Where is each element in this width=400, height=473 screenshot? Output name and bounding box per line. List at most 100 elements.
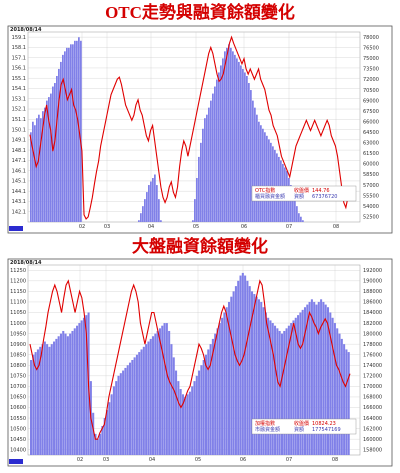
bar <box>128 362 132 455</box>
x-tick-label: 08 <box>333 224 339 230</box>
bar <box>142 346 145 455</box>
bar <box>244 275 247 455</box>
bar <box>142 206 144 222</box>
bar <box>345 349 348 455</box>
bar <box>144 199 146 222</box>
bar <box>122 370 125 455</box>
bar <box>232 291 235 455</box>
bar <box>96 439 99 455</box>
legend-value: 144.76 <box>312 188 330 194</box>
date-label: 2018/08/14 <box>10 260 42 266</box>
left-tick-label: 10850 <box>10 352 26 358</box>
bar <box>193 381 196 455</box>
bar <box>308 301 311 455</box>
bar <box>64 51 66 222</box>
bar <box>269 320 272 455</box>
bar <box>234 54 236 223</box>
bar <box>140 349 143 455</box>
right-tick-label: 188000 <box>363 289 382 295</box>
left-tick-label: 147.1 <box>12 158 26 164</box>
bar <box>246 75 248 223</box>
bar <box>336 328 339 455</box>
left-tick-label: 152.1 <box>12 107 26 113</box>
bar <box>170 344 173 455</box>
legend-label: 加權指數 <box>255 420 275 427</box>
bar <box>287 325 290 455</box>
x-tick-label: 07 <box>286 457 292 463</box>
bar <box>204 354 208 455</box>
x-tick-label: 07 <box>286 224 292 230</box>
x-tick-label: 02 <box>79 224 85 230</box>
bar <box>207 349 210 455</box>
bar <box>186 394 189 455</box>
bar <box>71 330 74 455</box>
bar <box>78 323 81 455</box>
bar <box>285 328 288 455</box>
left-tick-label: 11250 <box>10 268 26 274</box>
bar <box>200 142 202 222</box>
bar <box>172 357 175 455</box>
line-series <box>29 35 351 220</box>
bar <box>181 394 184 455</box>
bar <box>271 323 274 455</box>
left-tick-label: 10950 <box>10 331 26 337</box>
bar <box>283 330 286 455</box>
bar <box>300 216 302 222</box>
bar <box>242 68 244 222</box>
bar <box>331 317 334 455</box>
bar <box>240 65 242 222</box>
bar <box>297 315 300 455</box>
bar <box>69 333 72 455</box>
bar <box>303 307 307 455</box>
bar <box>135 354 138 455</box>
legend-label: OTC指數 <box>255 187 275 194</box>
right-tick-label: 61500 <box>363 151 379 157</box>
bar <box>70 44 72 222</box>
bar <box>320 299 323 455</box>
bar <box>158 328 161 455</box>
x-tick-label: 08 <box>332 457 338 463</box>
bar <box>204 118 206 222</box>
legend-box <box>251 418 357 435</box>
right-tick-label: 178000 <box>363 342 382 348</box>
left-tick-label: 155.1 <box>12 76 26 82</box>
right-tick-label: 67500 <box>363 109 379 115</box>
left-tick-label: 154.1 <box>12 86 26 92</box>
scroll-indicator <box>9 226 23 231</box>
bar <box>198 370 201 455</box>
legend-value-label: 資額 <box>294 193 304 200</box>
bar <box>262 128 264 222</box>
bar <box>340 338 343 455</box>
left-tick-label: 11200 <box>10 279 26 285</box>
left-tick-label: 10400 <box>10 447 26 453</box>
bar <box>276 328 279 455</box>
bar <box>296 206 298 222</box>
bar <box>301 309 304 455</box>
bar <box>192 220 194 222</box>
right-tick-label: 52500 <box>363 214 379 220</box>
legend-value: 10824.23 <box>312 421 336 427</box>
bar <box>230 296 233 455</box>
chart-1: 2018/08/14 159.1 158.1 157.1 156.1 155.1 154.1… <box>7 25 393 234</box>
right-tick-label: 69000 <box>363 98 379 104</box>
left-tick-label: 145.1 <box>12 179 26 185</box>
right-tick-label: 170000 <box>363 384 382 390</box>
left-tick-label: 11000 <box>10 321 26 327</box>
bar <box>42 111 44 222</box>
left-tick-label: 159.1 <box>12 35 26 41</box>
bar <box>194 199 196 222</box>
bar <box>48 346 51 455</box>
bar <box>250 90 252 222</box>
legend-label: 櫃買融資金額 <box>255 193 285 200</box>
bar <box>280 333 283 455</box>
legend-value: 67376720 <box>312 194 337 200</box>
bar <box>58 68 60 222</box>
bar <box>32 121 34 222</box>
bar <box>260 125 262 222</box>
left-tick-label: 10750 <box>10 374 26 380</box>
bar <box>248 83 250 222</box>
bar <box>101 425 104 455</box>
left-tick-label: 10800 <box>10 363 26 369</box>
bar <box>34 352 37 455</box>
bar <box>188 391 191 455</box>
